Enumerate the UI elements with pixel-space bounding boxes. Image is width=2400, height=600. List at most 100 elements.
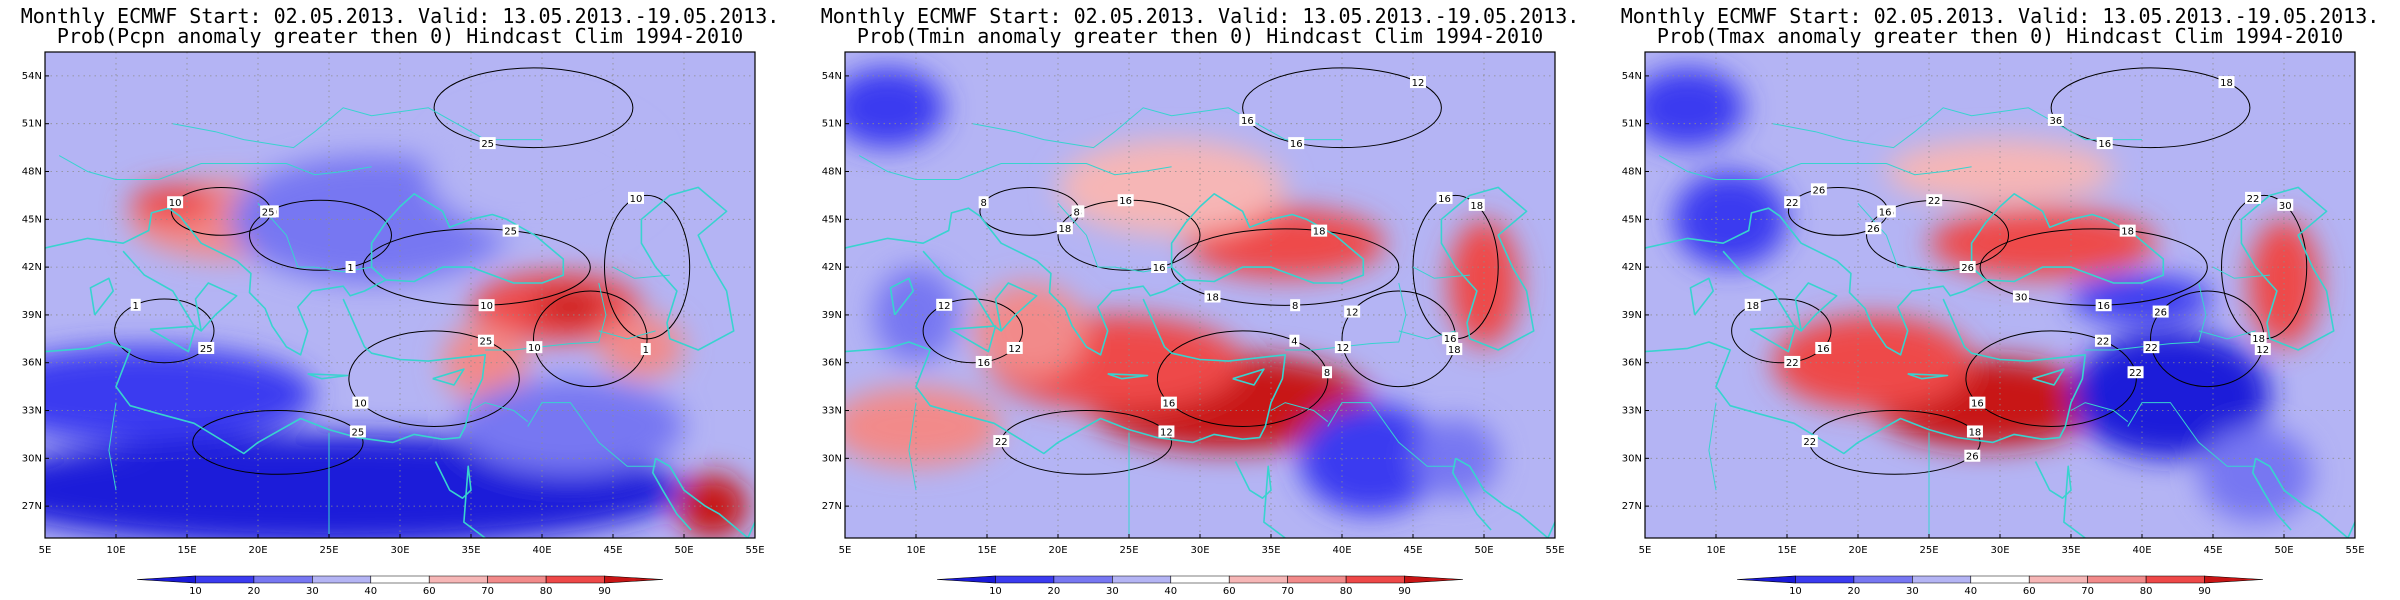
contour-label: 25: [352, 427, 365, 438]
contour-label-bg: [260, 205, 277, 218]
border-line: [2070, 402, 2129, 423]
contour-label-bg: [1926, 194, 1943, 207]
colorbar-segment: [1228, 575, 1288, 584]
colorbar-segment: [1345, 575, 1405, 584]
colorbar-segment: [487, 575, 547, 584]
coastline: [845, 207, 1187, 356]
contour-label-bg: [479, 137, 496, 150]
latitude-label: 33N: [1622, 406, 1642, 417]
contour-label: 18: [1206, 292, 1219, 303]
coastline: [122, 250, 238, 332]
contour-label-bg: [1334, 341, 1351, 354]
colorbar-segment: [995, 575, 1055, 584]
latitude-label: 45N: [822, 214, 842, 225]
colorbar-segment: [1970, 575, 2030, 584]
contour-label: 16: [1163, 399, 1176, 410]
contour-label-bg: [2254, 343, 2271, 356]
border-line: [172, 107, 542, 149]
contour-label-bg: [1784, 196, 1801, 209]
longitude-label: 50E: [1474, 545, 1493, 556]
contour-label: 30: [2015, 292, 2028, 303]
contour-label: 18: [1313, 227, 1326, 238]
coastline: [45, 298, 486, 455]
contour-label-bg: [1964, 449, 1981, 462]
colorbar-tick-label: 70: [2081, 586, 2094, 597]
colorbar-segment: [2145, 575, 2205, 584]
coastline: [1970, 193, 2165, 284]
colorbar: 10 20 30 40 60 70 80 90: [136, 575, 664, 597]
coastline: [1107, 373, 1149, 380]
border-line: [2198, 330, 2256, 340]
border-line: [612, 266, 670, 279]
contour-label-bg: [1239, 113, 1256, 126]
coastline: [45, 207, 387, 356]
contour-label-bg: [2096, 137, 2113, 150]
contour-line: [1965, 330, 2137, 427]
contour-label-bg: [1468, 198, 1485, 211]
colorbar-tick-label: 30: [1106, 586, 1119, 597]
coastline: [89, 277, 114, 316]
contour-label: 4: [1291, 337, 1297, 348]
colorbar-segment: [1912, 575, 1972, 584]
contour-label-bg: [1959, 260, 1976, 273]
probability-region: [2071, 330, 2270, 459]
contour-label: 8: [1292, 301, 1298, 312]
contour-label-bg: [2047, 113, 2064, 126]
longitude-label: 25E: [319, 545, 338, 556]
probability-region: [845, 386, 1002, 467]
border-line: [2127, 402, 2256, 467]
border-line: [972, 107, 1342, 149]
coastline: [2034, 461, 2087, 538]
longitude-label: 40E: [1332, 545, 1351, 556]
latitude-label: 33N: [22, 406, 42, 417]
probability-region: [45, 346, 315, 443]
contour-label: 12: [1008, 344, 1021, 355]
contour-label-bg: [130, 298, 141, 311]
contour-label-bg: [628, 191, 645, 204]
latitude-label: 42N: [1622, 262, 1642, 273]
contour-label-bg: [1158, 425, 1175, 438]
contour-label: 25: [480, 337, 493, 348]
coastline: [1907, 373, 1949, 380]
probability-region: [873, 267, 959, 363]
panel-title-line1: Monthly ECMWF Start: 02.05.2013. Valid: …: [821, 4, 1580, 28]
probability-region: [1772, 314, 1972, 411]
coastline: [2032, 368, 2065, 386]
contour-line: [2050, 67, 2251, 149]
contour-label-bg: [2094, 334, 2111, 347]
contour-label-bg: [1815, 341, 1832, 354]
longitude-label: 50E: [674, 545, 693, 556]
colorbar-segment: [253, 575, 313, 584]
contour-label: 10: [480, 301, 493, 312]
latitude-label: 54N: [22, 71, 42, 82]
coastlines: [845, 107, 1555, 538]
contour-label: 16: [1879, 208, 1892, 219]
contour-label: 16: [2098, 139, 2111, 150]
contour-label: 26: [1966, 452, 1979, 463]
contour-label-bg: [1784, 355, 1801, 368]
border-line: [1708, 402, 1717, 491]
contour-label-bg: [1344, 305, 1361, 318]
contour-label: 16: [1153, 263, 1166, 274]
latitude-label: 42N: [22, 262, 42, 273]
border-line: [58, 155, 372, 180]
longitude-label: 5E: [839, 545, 852, 556]
contour-label: 12: [2256, 345, 2269, 356]
latitude-label: 39N: [822, 310, 842, 321]
latitude-label: 36N: [1622, 358, 1642, 369]
colorbar-segment: [1853, 575, 1913, 584]
panel-title-line2: Prob(Tmin anomaly greater then 0) Hindca…: [857, 24, 1543, 48]
contour-line: [1979, 228, 2208, 306]
longitude-label: 45E: [603, 545, 622, 556]
latitude-label: 48N: [822, 167, 842, 178]
contour-label-bg: [1160, 396, 1177, 409]
latitude-label: 27N: [822, 501, 842, 512]
contour-label: 26: [1961, 263, 1974, 274]
longitude-label: 50E: [2274, 545, 2293, 556]
contour-label-bg: [198, 341, 215, 354]
probability-region: [1673, 171, 1787, 268]
colorbar-segment: [1053, 575, 1113, 584]
contour-label: 22: [1786, 358, 1799, 369]
longitude-label: 40E: [2132, 545, 2151, 556]
contour-label: 22: [1786, 198, 1799, 209]
